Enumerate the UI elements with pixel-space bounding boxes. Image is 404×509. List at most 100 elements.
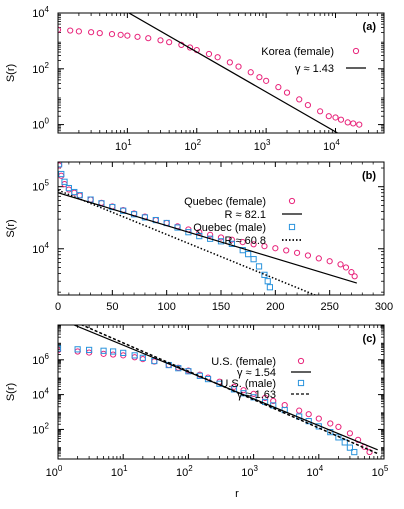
data-point bbox=[344, 119, 351, 126]
legend: U.S. (female)γ ≈ 1.54U.S. (male)γ ≈ 1.63 bbox=[211, 356, 311, 401]
data-point bbox=[247, 69, 254, 76]
x-tick-exponent: 3 bbox=[266, 138, 271, 147]
x-tick-exponent: 1 bbox=[127, 138, 132, 147]
x-tick-base: 10 bbox=[184, 141, 196, 153]
data-point bbox=[175, 365, 182, 372]
x-tick-label: 102 bbox=[184, 138, 201, 153]
x-tick-label: 101 bbox=[115, 138, 132, 153]
data-point bbox=[346, 444, 354, 451]
data-point bbox=[131, 352, 138, 359]
y-tick-base: 10 bbox=[32, 390, 44, 402]
legend-label: R ≈ 82.1 bbox=[224, 209, 266, 221]
x-tick-label: 0 bbox=[55, 301, 61, 313]
data-point bbox=[65, 186, 72, 193]
data-point bbox=[354, 436, 362, 444]
y-tick-exponent: 6 bbox=[45, 352, 50, 361]
legend-label: Korea (female) bbox=[261, 46, 334, 58]
y-tick-exponent: 4 bbox=[45, 5, 50, 14]
legend: Korea (female) γ ≈ 1.43 bbox=[261, 46, 366, 75]
data-point bbox=[120, 349, 127, 356]
y-axis-label: S(r) bbox=[5, 219, 17, 237]
data-point bbox=[266, 284, 273, 291]
data-point bbox=[351, 273, 358, 280]
data-point bbox=[305, 411, 312, 418]
legend-marker bbox=[297, 357, 305, 365]
panel-c: 100 101 102 103 104 105102104106S(r)r(c)U.S. … bbox=[5, 324, 389, 500]
data-point bbox=[325, 113, 332, 120]
x-tick-exponent: 2 bbox=[188, 464, 193, 473]
x-tick-base: 10 bbox=[323, 141, 335, 153]
x-tick-base: 10 bbox=[176, 467, 188, 479]
data-point bbox=[185, 229, 192, 236]
x-tick-label: 102 bbox=[176, 464, 193, 479]
panel-label: (a) bbox=[363, 21, 377, 33]
data-point bbox=[61, 178, 68, 185]
data-point bbox=[261, 243, 268, 250]
y-tick-label: 102 bbox=[32, 61, 49, 76]
plot-frame bbox=[57, 161, 385, 296]
series-female bbox=[58, 26, 363, 128]
data-point bbox=[315, 415, 322, 422]
data-point bbox=[145, 35, 152, 42]
fit-line-solid bbox=[58, 192, 358, 284]
data-point bbox=[341, 439, 348, 446]
legend-label: γ ≈ 1.63 bbox=[237, 389, 276, 401]
data-point bbox=[256, 74, 263, 81]
x-tick-label: 104 bbox=[323, 138, 340, 153]
x-tick-base: 10 bbox=[115, 141, 127, 153]
data-point bbox=[272, 245, 279, 252]
y-tick-label: 106 bbox=[32, 352, 49, 367]
x-tick-label: 100 bbox=[46, 464, 63, 479]
data-point bbox=[255, 263, 263, 270]
data-point bbox=[250, 390, 257, 397]
x-tick-label: 300 bbox=[375, 301, 393, 313]
data-point bbox=[356, 121, 363, 128]
data-point bbox=[250, 256, 257, 263]
legend-marker bbox=[352, 47, 360, 55]
data-point bbox=[58, 172, 65, 179]
data-point bbox=[74, 346, 81, 353]
y-tick-exponent: 2 bbox=[45, 61, 50, 70]
x-tick-exponent: 3 bbox=[253, 464, 258, 473]
x-tick-base: 10 bbox=[111, 467, 123, 479]
data-point bbox=[186, 44, 194, 51]
data-point bbox=[239, 239, 246, 246]
legend-marker bbox=[288, 197, 296, 205]
x-tick-label: 104 bbox=[306, 464, 323, 479]
x-tick-base: 10 bbox=[241, 467, 253, 479]
data-point bbox=[110, 348, 117, 355]
legend-marker bbox=[297, 379, 305, 387]
data-point bbox=[337, 116, 345, 123]
data-point bbox=[332, 114, 339, 121]
x-tick-label: 200 bbox=[266, 301, 284, 313]
data-point bbox=[346, 430, 354, 437]
data-point bbox=[296, 96, 303, 103]
fit-line-dashed bbox=[80, 325, 378, 455]
y-tick-exponent: 5 bbox=[45, 179, 50, 188]
legend-label: U.S. (male) bbox=[220, 378, 276, 390]
data-point bbox=[134, 33, 141, 40]
data-point bbox=[350, 120, 357, 127]
y-tick-exponent: 4 bbox=[45, 387, 50, 396]
series-female bbox=[58, 162, 358, 280]
data-point bbox=[86, 346, 93, 354]
data-point bbox=[228, 236, 235, 243]
data-point bbox=[283, 247, 290, 254]
data-point bbox=[100, 347, 107, 354]
y-tick-exponent: 4 bbox=[45, 241, 50, 250]
data-point bbox=[235, 63, 242, 70]
data-point bbox=[75, 28, 82, 35]
x-tick-exponent: 1 bbox=[123, 464, 128, 473]
legend-label: Quebec (male) bbox=[193, 222, 266, 234]
y-tick-base: 10 bbox=[32, 244, 44, 256]
x-tick-exponent: 5 bbox=[384, 464, 389, 473]
data-point bbox=[263, 77, 270, 84]
data-point bbox=[327, 429, 334, 436]
data-point bbox=[65, 184, 72, 192]
y-tick-base: 10 bbox=[32, 424, 44, 436]
x-tick-label: 150 bbox=[212, 301, 230, 313]
data-point bbox=[261, 271, 268, 278]
x-axis-label: r bbox=[235, 488, 239, 500]
